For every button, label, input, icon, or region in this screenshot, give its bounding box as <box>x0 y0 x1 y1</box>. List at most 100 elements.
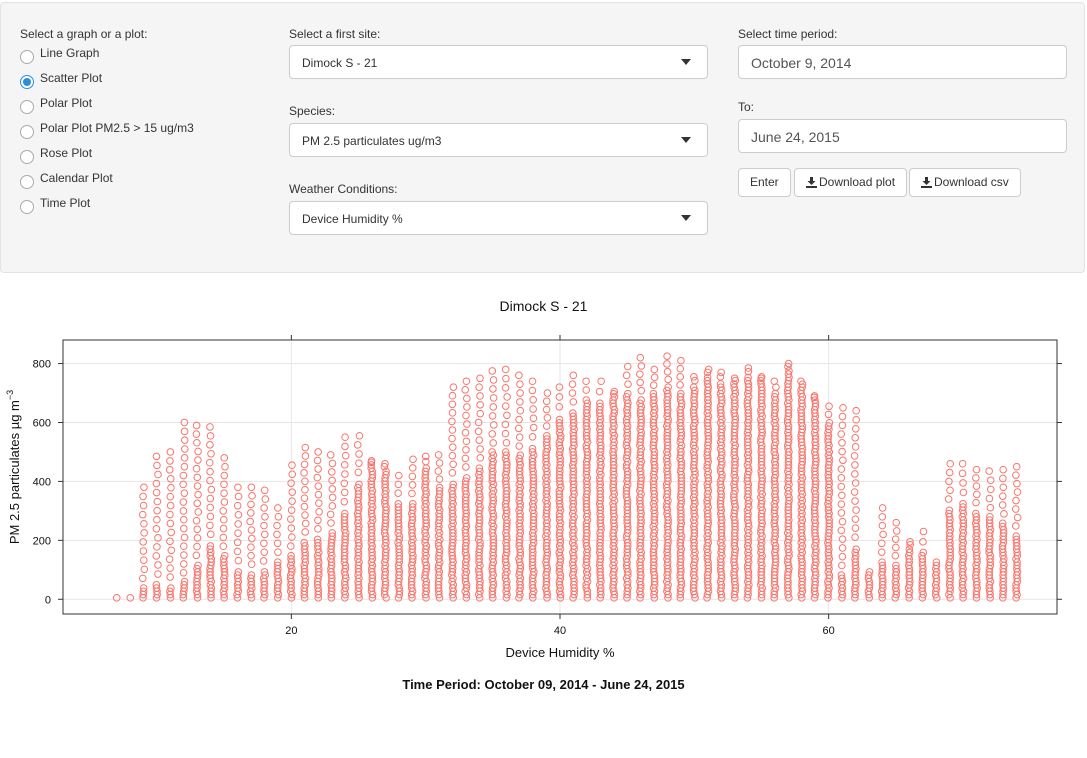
data-point <box>435 487 444 495</box>
data-point <box>328 459 337 468</box>
data-point <box>273 530 281 539</box>
data-point <box>449 460 457 469</box>
data-point <box>528 386 537 395</box>
data-point <box>408 489 416 498</box>
data-point <box>837 430 846 438</box>
data-point <box>287 551 295 560</box>
data-point <box>851 443 860 451</box>
data-point <box>730 374 739 383</box>
data-point <box>516 398 524 406</box>
data-point <box>313 456 322 465</box>
data-point <box>582 386 590 394</box>
data-point <box>636 370 644 378</box>
data-point <box>435 475 444 484</box>
data-point <box>301 443 310 452</box>
data-point <box>986 476 995 485</box>
data-point <box>192 421 201 430</box>
data-point <box>180 489 189 498</box>
data-point <box>757 380 765 388</box>
data-point <box>219 515 228 524</box>
data-point <box>340 479 349 488</box>
download-csv-button[interactable]: Download csv <box>909 168 1021 197</box>
start-date-input[interactable]: October 9, 2014 <box>738 45 1067 79</box>
data-point <box>462 411 470 420</box>
data-point <box>220 454 229 462</box>
data-point <box>568 380 577 388</box>
data-point <box>637 362 646 370</box>
data-point <box>676 381 684 389</box>
radio-button[interactable] <box>20 50 34 64</box>
download-plot-button[interactable]: Download plot <box>794 168 908 197</box>
data-point <box>206 494 215 503</box>
data-point <box>300 460 309 469</box>
data-point <box>421 467 430 476</box>
data-point <box>569 371 578 380</box>
radio-button[interactable] <box>20 175 34 189</box>
data-point <box>394 500 403 508</box>
radio-button[interactable] <box>20 150 34 164</box>
data-point <box>785 367 793 375</box>
data-point <box>167 584 175 592</box>
data-point <box>958 459 967 468</box>
radio-button[interactable] <box>20 200 34 214</box>
data-point <box>194 508 203 516</box>
data-point <box>274 504 282 512</box>
data-point <box>879 530 887 539</box>
site-select-value: Dimock S - 21 <box>302 56 378 70</box>
enter-button[interactable]: Enter <box>738 168 791 197</box>
data-point <box>194 490 202 499</box>
data-point <box>408 503 417 511</box>
data-point <box>448 391 457 400</box>
data-point <box>838 544 847 552</box>
data-point <box>649 389 658 398</box>
data-point <box>193 499 202 508</box>
data-point <box>851 434 859 442</box>
radio-button[interactable] <box>20 125 34 139</box>
data-point <box>219 507 228 515</box>
data-point <box>461 428 470 437</box>
data-point <box>207 449 215 458</box>
data-point <box>502 451 511 459</box>
x-axis-label: Device Humidity % <box>505 645 615 660</box>
data-point <box>999 474 1007 483</box>
data-point <box>985 494 994 503</box>
data-point <box>476 454 485 462</box>
data-point <box>636 399 644 408</box>
data-point <box>449 383 458 391</box>
data-point <box>878 558 886 566</box>
data-point <box>314 538 322 547</box>
data-point <box>784 370 793 378</box>
data-point <box>448 469 457 477</box>
data-point <box>180 533 189 542</box>
data-point <box>503 411 511 420</box>
data-point <box>959 479 967 487</box>
data-point <box>139 538 147 546</box>
radio-label: Calendar Plot <box>40 171 113 185</box>
data-point <box>206 476 214 485</box>
data-point <box>514 424 523 433</box>
data-point <box>528 433 537 441</box>
data-point <box>165 466 174 474</box>
site-select[interactable]: Dimock S - 21 <box>289 45 708 79</box>
data-point <box>1013 488 1022 496</box>
data-point <box>664 375 672 384</box>
radio-button[interactable] <box>20 75 34 89</box>
data-point <box>220 471 229 480</box>
data-point <box>838 535 847 543</box>
data-point <box>234 483 242 492</box>
data-point <box>488 430 497 438</box>
radio-button[interactable] <box>20 100 34 114</box>
data-point <box>555 383 564 391</box>
data-point <box>488 448 496 456</box>
weather-select[interactable]: Device Humidity % <box>289 201 708 235</box>
data-point <box>421 452 430 461</box>
data-point <box>153 515 161 524</box>
species-select[interactable]: PM 2.5 particulates ug/m3 <box>289 123 708 157</box>
data-point <box>852 406 860 415</box>
data-point <box>327 468 336 476</box>
end-date-input[interactable]: June 24, 2015 <box>738 119 1067 153</box>
data-point <box>650 373 659 382</box>
data-point <box>206 423 214 431</box>
data-point <box>489 376 498 384</box>
